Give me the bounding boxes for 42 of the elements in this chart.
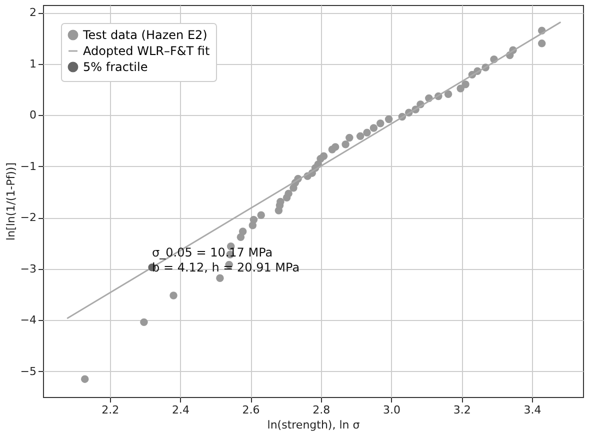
x-tick-label: 2.4 [172,404,190,416]
point [80,375,89,383]
x-tick-label: 3.2 [453,404,471,416]
y-tick-label: −1 [20,160,36,173]
point [462,80,470,88]
x-tick-label: 2.6 [242,404,260,416]
point [170,292,178,300]
y-axis-title: ln[ln(1/(1-Pf))] [4,162,18,240]
point [444,90,452,98]
y-tick-label: −3 [20,262,36,276]
annotation: σ_0.05 = 10.17 MPa b = 4.12, h = 20.91 MPa [152,245,300,274]
point [356,132,364,140]
point [238,228,247,236]
point [370,124,378,132]
point [456,84,464,92]
point [342,140,350,148]
legend-label: 5% fractile [83,60,148,74]
x-tick-label: 3.4 [524,404,542,416]
point [331,143,340,151]
legend-label: Adopted WLR–F&T fit [83,44,210,58]
legend-label: Test data (Hazen E2) [82,28,208,42]
point [284,190,292,198]
point [384,115,393,124]
point [363,128,371,136]
y-tick-label: −5 [20,364,36,378]
x-tick-label: 2.2 [102,404,120,416]
y-tick-label: −4 [20,314,36,327]
point [250,216,258,224]
point [257,211,265,219]
point [140,318,148,326]
y-tick-label: −2 [20,211,36,224]
x-axis-title: ln(strength), ln σ [267,418,360,432]
x-tick-label: 3.0 [383,404,401,416]
point [376,120,384,128]
point [320,152,328,160]
y-tick-label: 1 [30,57,36,70]
x-tick-label: 2.8 [312,404,330,416]
y-tick-label: 2 [30,6,36,20]
point [538,40,546,48]
point [216,274,224,282]
point [346,134,354,142]
y-tick-label: 0 [30,108,36,122]
